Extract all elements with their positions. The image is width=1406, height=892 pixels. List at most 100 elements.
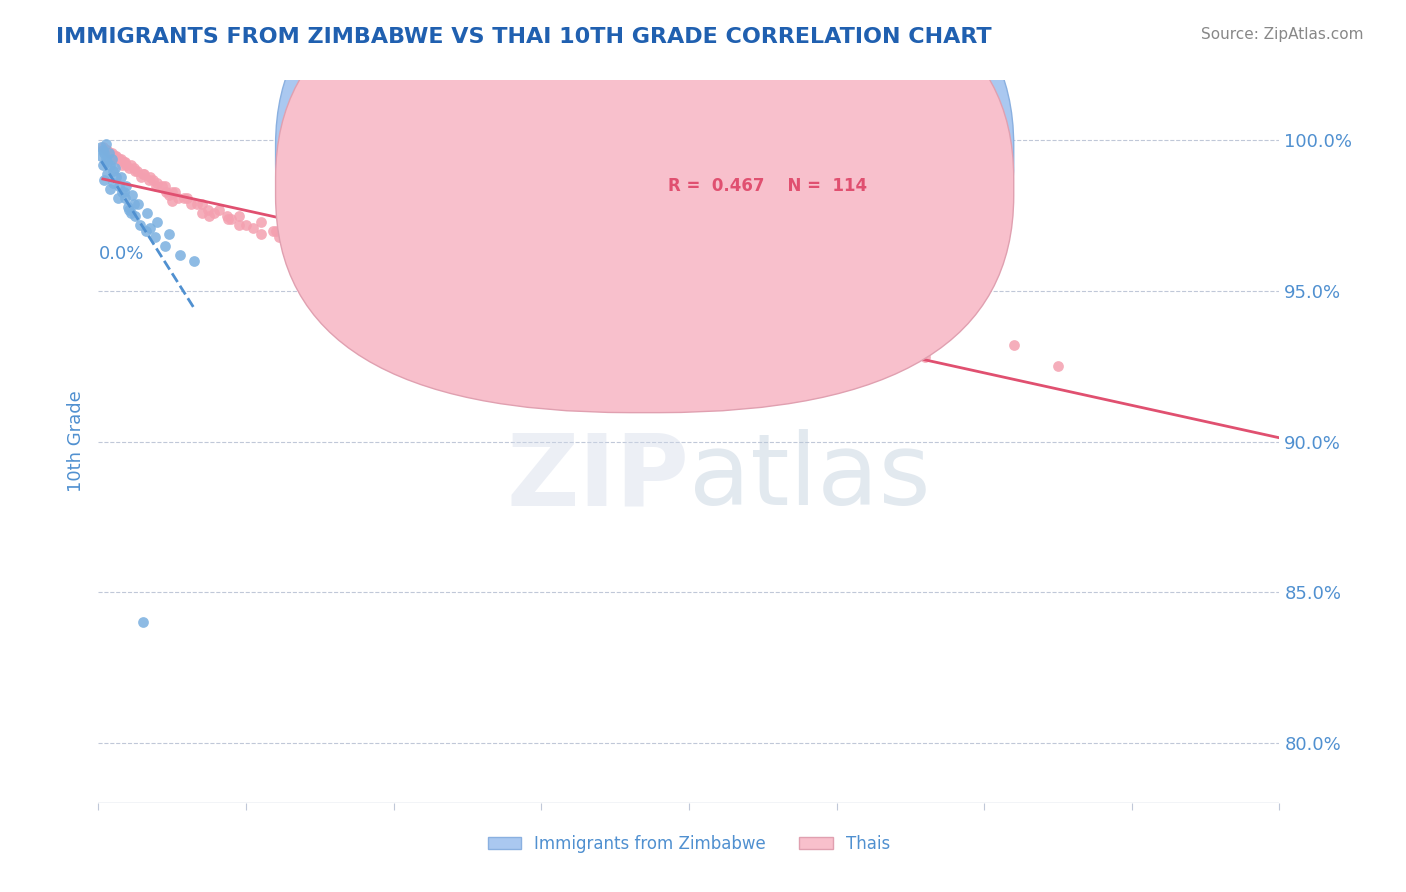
Point bbox=[250, 215, 273, 229]
Text: R =  0.467    N =  114: R = 0.467 N = 114 bbox=[668, 178, 868, 195]
Point bbox=[107, 191, 129, 205]
Point bbox=[664, 296, 686, 310]
Point bbox=[91, 139, 114, 153]
Point bbox=[294, 233, 316, 247]
Point bbox=[707, 317, 730, 331]
Point bbox=[575, 290, 598, 304]
Point bbox=[405, 260, 427, 274]
Point bbox=[155, 185, 177, 199]
Point bbox=[382, 244, 405, 259]
FancyBboxPatch shape bbox=[276, 0, 1014, 413]
Point bbox=[398, 254, 420, 268]
Point bbox=[228, 209, 250, 223]
Point bbox=[648, 308, 671, 322]
Point bbox=[382, 244, 405, 259]
Point bbox=[157, 187, 180, 202]
Point bbox=[146, 215, 169, 229]
Point bbox=[97, 145, 120, 160]
Point bbox=[105, 148, 128, 162]
Point bbox=[112, 154, 135, 169]
Point bbox=[162, 185, 183, 199]
Point bbox=[162, 194, 183, 208]
Point bbox=[180, 196, 202, 211]
Point bbox=[134, 167, 156, 181]
Point bbox=[110, 152, 132, 166]
Point bbox=[316, 239, 339, 253]
FancyBboxPatch shape bbox=[600, 124, 884, 225]
Point bbox=[297, 239, 319, 253]
Point bbox=[104, 161, 127, 175]
Point bbox=[125, 163, 148, 178]
Point bbox=[228, 218, 250, 232]
Point bbox=[1046, 359, 1070, 374]
Point bbox=[157, 227, 180, 241]
Point bbox=[100, 145, 122, 160]
Point bbox=[91, 158, 114, 172]
Point bbox=[825, 320, 848, 334]
Point bbox=[127, 196, 149, 211]
Point bbox=[176, 191, 198, 205]
Point bbox=[360, 248, 382, 262]
Point bbox=[111, 185, 134, 199]
Point bbox=[264, 224, 287, 238]
Point bbox=[371, 257, 394, 271]
Point bbox=[191, 196, 214, 211]
Point bbox=[143, 230, 166, 244]
Point bbox=[530, 275, 553, 289]
Point bbox=[323, 242, 346, 256]
Point bbox=[291, 233, 314, 247]
Point bbox=[138, 172, 160, 186]
Point bbox=[186, 196, 208, 211]
Point bbox=[124, 209, 146, 223]
Point bbox=[139, 169, 162, 184]
Point bbox=[169, 248, 191, 262]
Point bbox=[415, 266, 437, 280]
Point bbox=[242, 220, 264, 235]
Point bbox=[855, 344, 877, 359]
Point bbox=[104, 148, 127, 162]
Point bbox=[217, 211, 239, 226]
Point bbox=[145, 178, 167, 193]
Point bbox=[98, 182, 121, 196]
Point bbox=[235, 218, 257, 232]
Point bbox=[91, 143, 114, 157]
Point bbox=[96, 143, 118, 157]
Point bbox=[725, 329, 748, 343]
Point bbox=[110, 169, 132, 184]
Point bbox=[173, 191, 195, 205]
FancyBboxPatch shape bbox=[276, 0, 1014, 380]
Point bbox=[118, 202, 141, 217]
Text: R =  0.133    N =  43: R = 0.133 N = 43 bbox=[668, 145, 841, 163]
Point bbox=[153, 178, 176, 193]
Point bbox=[128, 218, 150, 232]
Point bbox=[508, 281, 530, 295]
Point bbox=[122, 161, 145, 175]
Point bbox=[634, 305, 657, 319]
Point bbox=[582, 302, 605, 317]
Point bbox=[108, 178, 131, 193]
Point bbox=[107, 152, 129, 166]
Point bbox=[105, 169, 128, 184]
Point bbox=[122, 196, 145, 211]
Point bbox=[146, 176, 169, 190]
Point bbox=[115, 158, 138, 172]
Point bbox=[165, 185, 187, 199]
Point bbox=[427, 263, 450, 277]
Point bbox=[250, 227, 273, 241]
Point bbox=[309, 230, 332, 244]
Point bbox=[330, 248, 353, 262]
Text: atlas: atlas bbox=[689, 429, 931, 526]
Point bbox=[567, 293, 589, 307]
Point bbox=[346, 235, 368, 250]
Point bbox=[117, 200, 139, 214]
Point bbox=[142, 172, 165, 186]
Legend: Immigrants from Zimbabwe, Thais: Immigrants from Zimbabwe, Thais bbox=[481, 828, 897, 860]
Point bbox=[114, 154, 136, 169]
Point bbox=[546, 284, 568, 298]
Point bbox=[353, 244, 375, 259]
Point bbox=[810, 344, 832, 359]
Point bbox=[150, 178, 173, 193]
Point bbox=[121, 187, 143, 202]
Point bbox=[323, 242, 346, 256]
Point bbox=[96, 154, 118, 169]
